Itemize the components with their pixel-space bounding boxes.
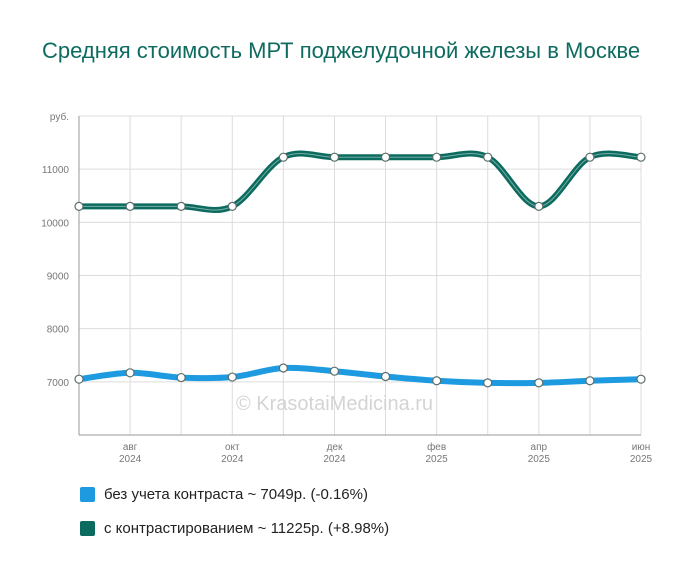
- data-point: [278, 363, 288, 373]
- data-point: [380, 152, 391, 162]
- y-tick-label: 10000: [41, 218, 69, 229]
- legend-label: без учета контраста ~ 7049р. (-0.16%): [104, 485, 368, 503]
- data-point: [176, 201, 186, 211]
- line-chart: 7000800090001000011000руб.авг2024окт2024…: [41, 111, 652, 465]
- legend-swatch: [80, 486, 95, 502]
- data-point: [329, 152, 340, 162]
- series-line-1: [76, 150, 644, 213]
- data-point: [278, 152, 288, 162]
- data-point: [483, 378, 493, 388]
- x-tick-month: июн: [632, 442, 651, 453]
- x-tick-month: дек: [327, 442, 343, 453]
- data-point: [432, 152, 442, 162]
- data-point: [227, 201, 237, 211]
- x-tick-year: 2024: [119, 454, 142, 465]
- x-tick-year: 2025: [426, 454, 449, 465]
- x-tick-year: 2025: [528, 454, 551, 465]
- legend-label: с контрастированием ~ 11225р. (+8.98%): [104, 519, 390, 537]
- data-point: [329, 366, 340, 376]
- y-unit-label: руб.: [50, 111, 69, 123]
- data-point: [125, 368, 135, 378]
- data-point: [380, 371, 391, 382]
- chart-title: Средняя стоимость МРТ поджелудочной желе…: [42, 38, 641, 63]
- series-line-highlight-1: [79, 153, 642, 211]
- data-point: [534, 378, 544, 388]
- data-point: [636, 152, 646, 162]
- legend: без учета контраста ~ 7049р. (-0.16%) с к…: [80, 484, 389, 552]
- x-tick-year: 2025: [630, 454, 653, 465]
- y-tick-label: 8000: [47, 325, 70, 336]
- x-tick-month: авг: [123, 442, 138, 453]
- data-point: [74, 201, 84, 211]
- x-tick-year: 2024: [221, 454, 244, 465]
- x-tick-month: фев: [427, 441, 446, 453]
- data-point: [74, 374, 84, 384]
- data-point: [432, 376, 442, 386]
- x-tick-month: окт: [225, 442, 240, 453]
- data-point: [534, 201, 544, 211]
- data-point: [227, 372, 237, 382]
- legend-item: без учета контраста ~ 7049р. (-0.16%): [80, 484, 389, 504]
- legend-swatch: [80, 520, 95, 536]
- series-lines: [76, 150, 644, 387]
- data-point: [585, 152, 595, 162]
- y-tick-label: 9000: [47, 272, 70, 283]
- x-tick-year: 2024: [323, 454, 346, 465]
- data-point: [636, 374, 646, 384]
- data-point: [176, 372, 186, 383]
- series-points: [74, 152, 646, 388]
- data-point: [125, 201, 135, 211]
- axes: 7000800090001000011000руб.авг2024окт2024…: [41, 111, 652, 465]
- x-tick-month: апр: [531, 442, 548, 453]
- data-point: [585, 376, 595, 386]
- legend-item: с контрастированием ~ 11225р. (+8.98%): [80, 518, 389, 538]
- y-tick-label: 11000: [42, 165, 70, 176]
- grid: [78, 115, 642, 435]
- watermark: © KrasotaiMedicina.ru: [236, 393, 434, 415]
- y-tick-label: 7000: [47, 378, 70, 389]
- data-point: [483, 152, 493, 162]
- series-line-0: [76, 364, 644, 387]
